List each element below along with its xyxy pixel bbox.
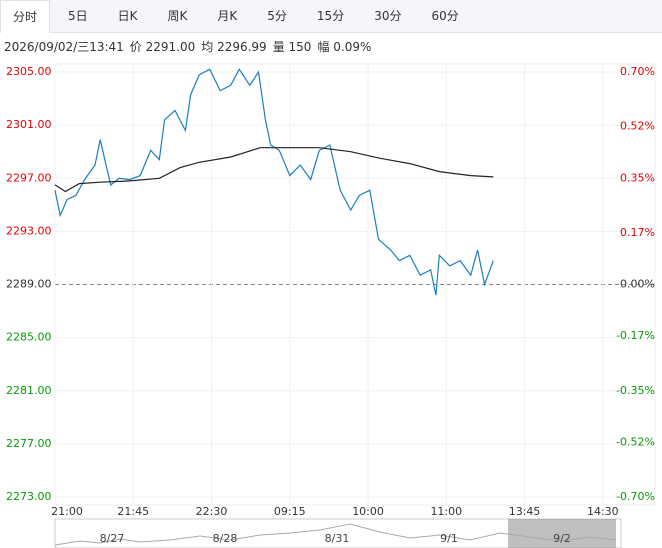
plot-border <box>54 63 656 506</box>
y-tick-label: 2289.00 <box>6 278 52 291</box>
info-item: 幅 0.09% <box>317 40 372 54</box>
y2-tick-label: 0.00% <box>620 278 655 291</box>
navigator-date: 8/28 <box>213 532 238 545</box>
y-tick-label: 2297.00 <box>6 171 52 184</box>
y2-tick-label: 0.17% <box>620 226 655 239</box>
x-tick-label: 22:30 <box>196 505 228 518</box>
x-tick-label: 10:00 <box>352 505 384 518</box>
x-tick-label: 21:00 <box>51 505 83 518</box>
y2-tick-label: 0.35% <box>620 171 655 184</box>
y-tick-label: 2305.00 <box>6 65 52 78</box>
tab[interactable]: 15分 <box>316 9 345 23</box>
y-tick-label: 2277.00 <box>6 437 52 450</box>
series-line <box>54 147 494 193</box>
tab[interactable]: 月K <box>217 9 238 23</box>
y2-tick-label: 0.70% <box>620 65 655 78</box>
info-item: 2026/09/02/三13:41 <box>4 40 124 54</box>
series-line <box>54 68 494 296</box>
y2-tick-label: -0.70% <box>616 490 655 503</box>
x-tick-label: 11:00 <box>430 505 462 518</box>
y2-tick-label: 0.52% <box>620 120 655 133</box>
info-item: 价 2291.00 <box>129 40 196 54</box>
tab[interactable]: 30分 <box>374 9 402 23</box>
y-tick-label: 2273.00 <box>6 490 52 503</box>
x-tick-label: 13:45 <box>509 505 541 518</box>
tab[interactable]: 5日 <box>68 9 88 23</box>
tab[interactable]: 分时 <box>0 0 51 33</box>
navigator-line <box>54 523 616 546</box>
navigator-date: 8/31 <box>325 532 350 545</box>
tab[interactable]: 60分 <box>431 9 459 23</box>
x-tick-label: 21:45 <box>117 505 149 518</box>
y-tick-label: 2285.00 <box>6 331 52 344</box>
info-bar: 2026/09/02/三13:41 价 2291.00 均 2296.99 量 150… <box>4 38 377 55</box>
tab-bar: 分时 5日 日K 周K 月K 5分 15分 30分 60分 <box>0 0 662 33</box>
x-tick-label: 09:15 <box>274 505 306 518</box>
x-tick-label: 14:30 <box>587 505 619 518</box>
navigator-date: 9/1 <box>440 532 458 545</box>
tab[interactable]: 日K <box>117 9 138 23</box>
y2-tick-label: -0.17% <box>616 329 655 342</box>
navigator-date: 9/2 <box>553 532 571 545</box>
y-tick-label: 2293.00 <box>6 224 52 237</box>
tab[interactable]: 周K <box>167 9 188 23</box>
navigator-selection[interactable] <box>508 519 616 548</box>
info-item: 量 150 <box>272 40 312 54</box>
navigator-date: 8/27 <box>100 532 125 545</box>
y-tick-label: 2301.00 <box>6 118 52 131</box>
y2-tick-label: -0.52% <box>616 435 655 448</box>
info-item: 均 2296.99 <box>201 40 267 54</box>
tab[interactable]: 5分 <box>267 9 287 23</box>
y2-tick-label: -0.35% <box>616 384 655 397</box>
y-tick-label: 2281.00 <box>6 384 52 397</box>
